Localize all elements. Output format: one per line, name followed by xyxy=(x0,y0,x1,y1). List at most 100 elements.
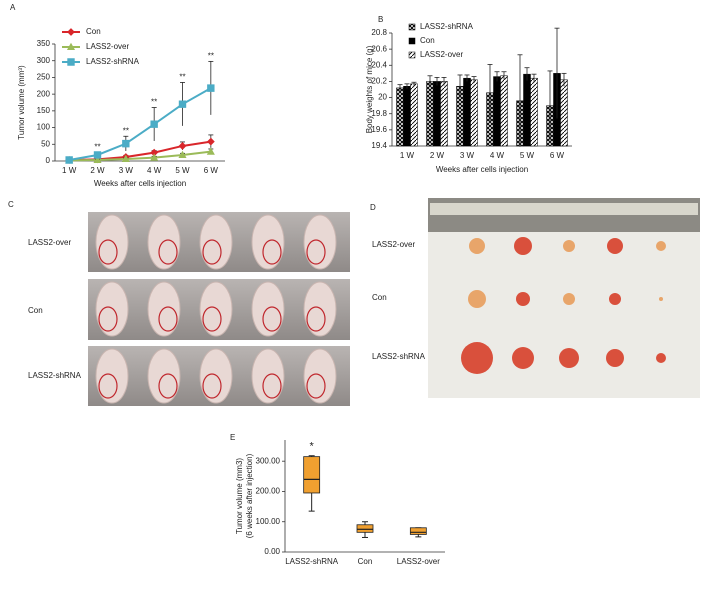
tumor xyxy=(656,241,666,251)
tumor-circle xyxy=(306,306,326,332)
y-tick-label: 350 xyxy=(37,39,51,48)
mouse xyxy=(251,348,285,404)
box xyxy=(409,527,427,535)
legend-label: LASS2-shRNA xyxy=(420,22,474,31)
y-tick-label: 300 xyxy=(37,56,51,65)
y-tick-label: 300.00 xyxy=(256,456,281,465)
box xyxy=(356,524,374,533)
annotation: ** xyxy=(123,126,129,135)
marker xyxy=(150,153,159,161)
series-line xyxy=(69,150,211,162)
mouse xyxy=(199,348,233,404)
mouse xyxy=(251,281,285,337)
tumor xyxy=(609,293,621,305)
bar xyxy=(396,87,404,147)
tumor xyxy=(606,349,624,367)
y-tick-label: 250 xyxy=(37,73,51,82)
series-line xyxy=(68,87,212,161)
y-tick-label: 20.6 xyxy=(371,44,387,53)
panel-letter: A xyxy=(10,3,16,12)
legend-label: LASS2-over xyxy=(86,42,129,51)
tumor-circle xyxy=(98,306,118,332)
y-tick-label: 20.4 xyxy=(371,60,387,69)
tumor-circle xyxy=(158,239,178,265)
tumor-circle xyxy=(306,373,326,399)
mouse xyxy=(251,214,285,270)
bar xyxy=(433,81,441,147)
y-tick-label: 20 xyxy=(378,93,387,102)
y-axis-label: Tumor volume (mm³) xyxy=(17,65,26,140)
bar xyxy=(403,86,411,147)
marker xyxy=(206,137,215,146)
bar xyxy=(560,79,568,147)
marker xyxy=(178,142,187,150)
marker xyxy=(93,151,102,159)
x-tick-label: 4 W xyxy=(147,166,162,175)
tumor xyxy=(461,342,493,374)
tumor-circle xyxy=(158,373,178,399)
y-tick-label: 0 xyxy=(46,156,51,165)
tumor xyxy=(468,290,486,308)
tumor-circle xyxy=(98,239,118,265)
legend-label: Con xyxy=(86,27,101,36)
y-tick-label: 100.00 xyxy=(256,517,281,526)
tumor xyxy=(659,297,663,301)
tumor-circle xyxy=(98,373,118,399)
legend-swatch xyxy=(408,51,416,59)
marker xyxy=(178,100,187,108)
y-axis-label: Body weights of mice (g) xyxy=(365,45,374,133)
bar xyxy=(470,79,478,147)
bar xyxy=(463,77,471,147)
annotation: ** xyxy=(179,73,185,82)
tumor-circle xyxy=(202,239,222,265)
row-label: LASS2-over xyxy=(372,240,415,249)
marker xyxy=(121,154,130,163)
bar xyxy=(530,77,538,147)
legend-swatch xyxy=(408,23,416,31)
annotation: * xyxy=(310,441,315,453)
y-tick-label: 0.00 xyxy=(264,547,280,556)
panel-c-photo xyxy=(88,212,350,406)
x-tick-label: 3 W xyxy=(119,166,134,175)
y-tick-label: 20.2 xyxy=(371,77,387,86)
bar xyxy=(493,76,501,147)
x-axis-label: Weeks after cells injection xyxy=(436,165,528,174)
tumor xyxy=(656,353,666,363)
marker xyxy=(66,42,76,51)
mouse xyxy=(303,281,337,337)
tumor-circle xyxy=(202,306,222,332)
tumor-circle xyxy=(262,373,282,399)
y-tick-label: 150 xyxy=(37,106,51,115)
x-tick-label: 6 W xyxy=(550,151,565,160)
y-axis-label: (6 weeks after injection) xyxy=(245,453,254,538)
bar xyxy=(426,81,434,147)
tumor-circle xyxy=(158,306,178,332)
x-tick-label: 1 W xyxy=(400,151,415,160)
bar xyxy=(440,81,448,147)
panel-letter: E xyxy=(230,433,235,442)
y-tick-label: 50 xyxy=(41,139,50,148)
mouse xyxy=(199,214,233,270)
x-axis-label: Weeks after cells injection xyxy=(94,179,186,188)
legend-label: LASS2-shRNA xyxy=(86,57,140,66)
row-label: LASS2-shRNA xyxy=(372,352,426,361)
mouse xyxy=(199,281,233,337)
box xyxy=(303,456,321,494)
x-tick-label: 4 W xyxy=(490,151,505,160)
tumor-circle xyxy=(306,239,326,265)
x-tick-label: 1 W xyxy=(62,166,77,175)
x-tick-label: 5 W xyxy=(520,151,535,160)
legend-label: Con xyxy=(420,36,435,45)
y-tick-label: 20.8 xyxy=(371,28,387,37)
tumor-circle xyxy=(262,306,282,332)
y-tick-label: 200 xyxy=(37,89,51,98)
marker xyxy=(150,120,158,128)
y-axis-label: Tumor volume (mm3) xyxy=(235,458,244,534)
annotation: ** xyxy=(151,98,157,107)
mouse xyxy=(95,214,129,270)
x-tick-label: 6 W xyxy=(204,166,219,175)
tumor xyxy=(607,238,623,254)
tumor xyxy=(559,348,579,368)
x-tick-label: 2 W xyxy=(90,166,105,175)
